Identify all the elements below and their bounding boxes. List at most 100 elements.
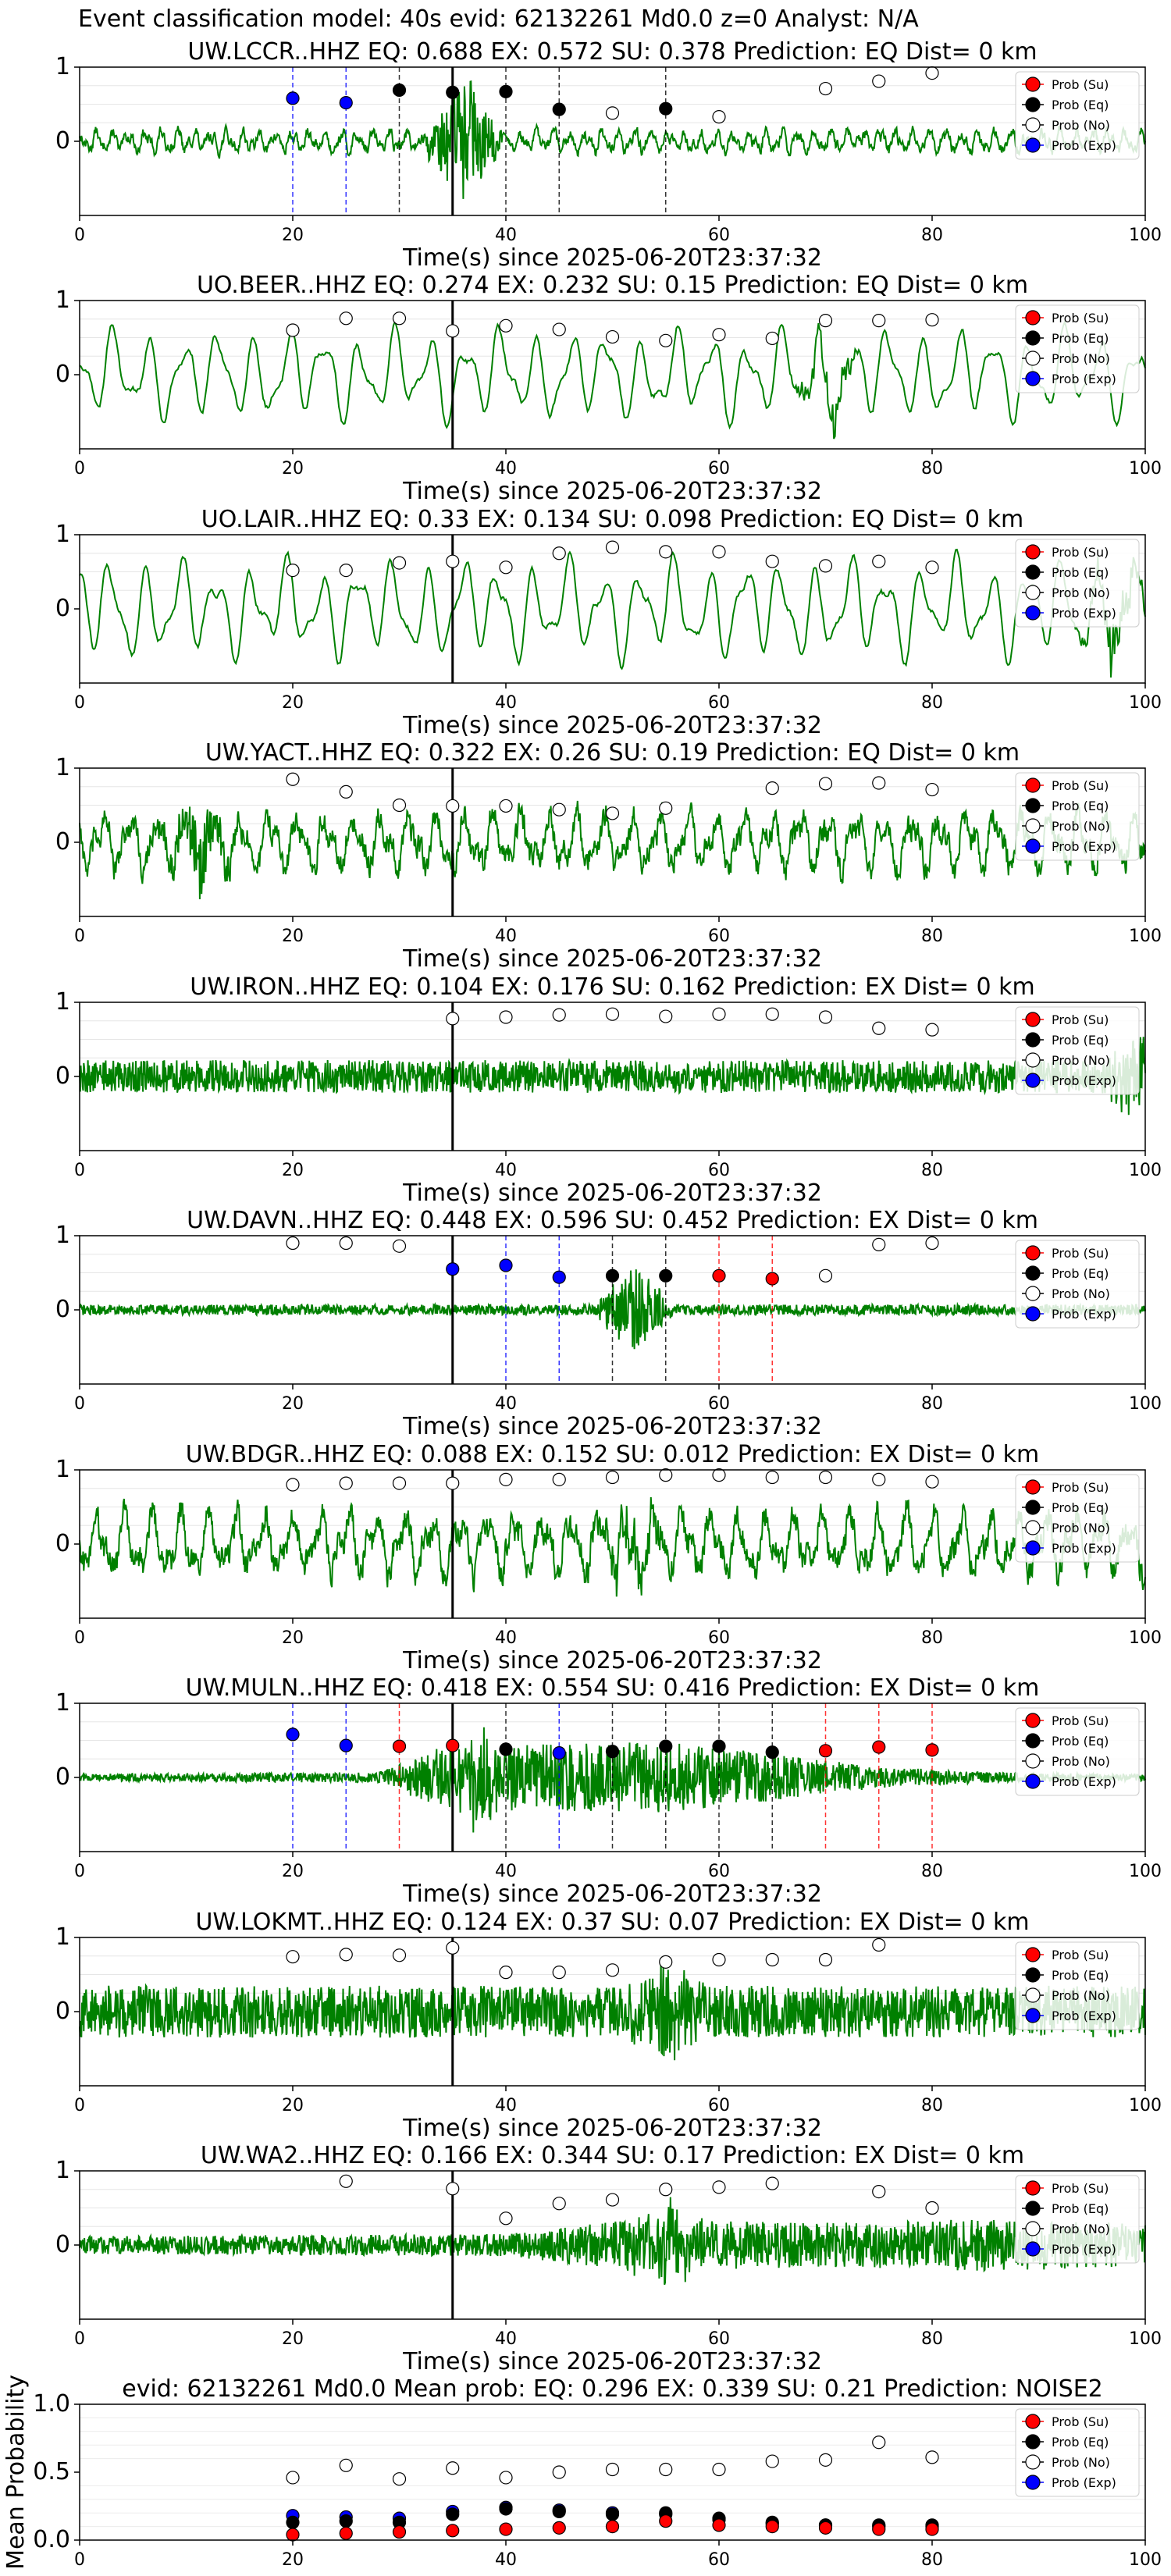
prob-point-eq: [499, 1742, 513, 1756]
prob-point-no: [818, 1952, 833, 1967]
panel-title: UO.BEER..HHZ EQ: 0.274 EX: 0.232 SU: 0.1…: [197, 272, 1028, 299]
prob-point-no: [339, 1948, 353, 1962]
legend-marker-no: [1025, 117, 1041, 133]
prob-point-no: [446, 1476, 460, 1490]
prob-point-no: [339, 785, 353, 799]
legend-marker-no: [1025, 585, 1041, 600]
prob-point-no: [339, 1476, 353, 1490]
panel-UW.YACT: UW.YACT..HHZ EQ: 0.322 EX: 0.26 SU: 0.19…: [55, 739, 1162, 973]
prob-point-eq: [712, 1739, 726, 1753]
prob-point-no: [499, 2211, 513, 2226]
legend-marker-eq: [1025, 1967, 1041, 1983]
legend-label-su: Prob (Su): [1052, 2414, 1109, 2429]
prob-point-no: [339, 563, 353, 578]
waveform-line: [79, 548, 1146, 678]
prob-point-no: [872, 74, 886, 88]
y-tick-label: 0: [55, 127, 70, 155]
legend-label-exp: Prob (Exp): [1052, 1774, 1116, 1789]
legend-marker-exp: [1025, 1306, 1041, 1322]
prob-point-eq: [499, 84, 513, 98]
x-tick-label: 40: [495, 459, 517, 479]
prob-point-no: [392, 1239, 407, 1253]
x-tick-label: 40: [495, 2096, 517, 2115]
y-tick-label: 0.0: [33, 2526, 70, 2553]
legend-label-su: Prob (Su): [1052, 1713, 1109, 1728]
y-tick-label: 1: [55, 1923, 70, 1951]
legend-label-su: Prob (Su): [1052, 545, 1109, 560]
waveform-line: [79, 80, 1146, 199]
prob-point-no: [552, 322, 566, 336]
prob-point-no: [765, 1470, 779, 1485]
legend-marker-su: [1025, 1947, 1041, 1962]
legend-label-eq: Prob (Eq): [1052, 98, 1109, 112]
prob-point-no: [446, 554, 460, 568]
prob-point-no: [605, 1470, 620, 1485]
prob-point-no: [925, 66, 939, 80]
legend-label-su: Prob (Su): [1052, 778, 1109, 793]
x-axis-label: Time(s) since 2025-06-20T23:37:32: [402, 1880, 822, 1908]
prob-point-no: [552, 1966, 566, 1980]
legend-marker-no: [1025, 818, 1041, 834]
legend-marker-no: [1025, 1286, 1041, 1301]
x-tick-label: 20: [282, 1862, 304, 1881]
prob-point-no: [872, 1021, 886, 1035]
prob-point-no: [552, 1008, 566, 1022]
prob-point-no: [286, 1478, 300, 1492]
legend-label-eq: Prob (Eq): [1052, 1968, 1109, 1983]
x-tick-label: 0: [74, 226, 85, 245]
legend-frame: [1015, 1474, 1140, 1563]
legend-label-eq: Prob (Eq): [1052, 2435, 1109, 2450]
x-tick-label: 100: [1129, 693, 1162, 713]
legend-marker-no: [1025, 1987, 1041, 2003]
legend-label-su: Prob (Su): [1052, 1948, 1109, 1962]
legend-label-no: Prob (No): [1052, 1286, 1110, 1301]
prob-point-no: [392, 1948, 407, 1962]
waveform-line: [79, 319, 1146, 439]
legend-marker-eq: [1025, 1265, 1041, 1281]
x-tick-label: 80: [921, 1161, 943, 1180]
legend-marker-exp: [1025, 1540, 1041, 1556]
x-tick-label: 40: [495, 1394, 517, 1414]
panel-title: UW.LOKMT..HHZ EQ: 0.124 EX: 0.37 SU: 0.0…: [195, 1909, 1029, 1936]
legend-frame: [1015, 2408, 1140, 2497]
x-tick-label: 0: [74, 1394, 85, 1414]
x-tick-label: 60: [708, 459, 730, 479]
panel-title: UO.LAIR..HHZ EQ: 0.33 EX: 0.134 SU: 0.09…: [201, 506, 1023, 533]
prob-point-no: [499, 560, 513, 575]
mean-prob-point-eq: [446, 2507, 460, 2521]
legend-marker-su: [1025, 2414, 1041, 2429]
mean-prob-point-eq: [552, 2504, 566, 2519]
legend-marker-su: [1025, 1479, 1041, 1495]
legend-frame: [1015, 539, 1140, 628]
panel-title: UW.WA2..HHZ EQ: 0.166 EX: 0.344 SU: 0.17…: [201, 2142, 1024, 2169]
x-axis-label: Time(s) since 2025-06-20T23:37:32: [402, 1647, 822, 1674]
prob-point-no: [605, 806, 620, 820]
x-tick-label: 20: [282, 1161, 304, 1180]
legend-label-no: Prob (No): [1052, 819, 1110, 834]
prob-point-su: [392, 1739, 407, 1753]
legend-label-eq: Prob (Eq): [1052, 2201, 1109, 2216]
x-tick-label: 80: [921, 693, 943, 713]
x-axis-label: Time(s) since 2025-06-20T23:37:32: [402, 712, 822, 739]
x-tick-label: 60: [708, 693, 730, 713]
prob-point-no: [765, 2176, 779, 2190]
legend-label-eq: Prob (Eq): [1052, 331, 1109, 346]
y-tick-label: 1: [55, 1222, 70, 1249]
y-tick-label: 0: [55, 2231, 70, 2258]
x-tick-label: 80: [921, 2550, 943, 2570]
x-tick-label: 80: [921, 2329, 943, 2349]
mean-prob-point-eq: [499, 2502, 513, 2516]
legend-label-exp: Prob (Exp): [1052, 2242, 1116, 2257]
legend-label-exp: Prob (Exp): [1052, 1073, 1116, 1088]
prob-point-su: [712, 1268, 726, 1283]
x-tick-label: 100: [1129, 1394, 1162, 1414]
prob-point-no: [605, 329, 620, 344]
x-tick-label: 20: [282, 1394, 304, 1414]
y-tick-label: 1: [55, 521, 70, 548]
prob-point-no: [392, 798, 407, 813]
legend-frame: [1015, 772, 1140, 861]
legend-label-eq: Prob (Eq): [1052, 1033, 1109, 1048]
legend-marker-eq: [1025, 2201, 1041, 2216]
mean-prob-point-eq: [286, 2515, 300, 2529]
